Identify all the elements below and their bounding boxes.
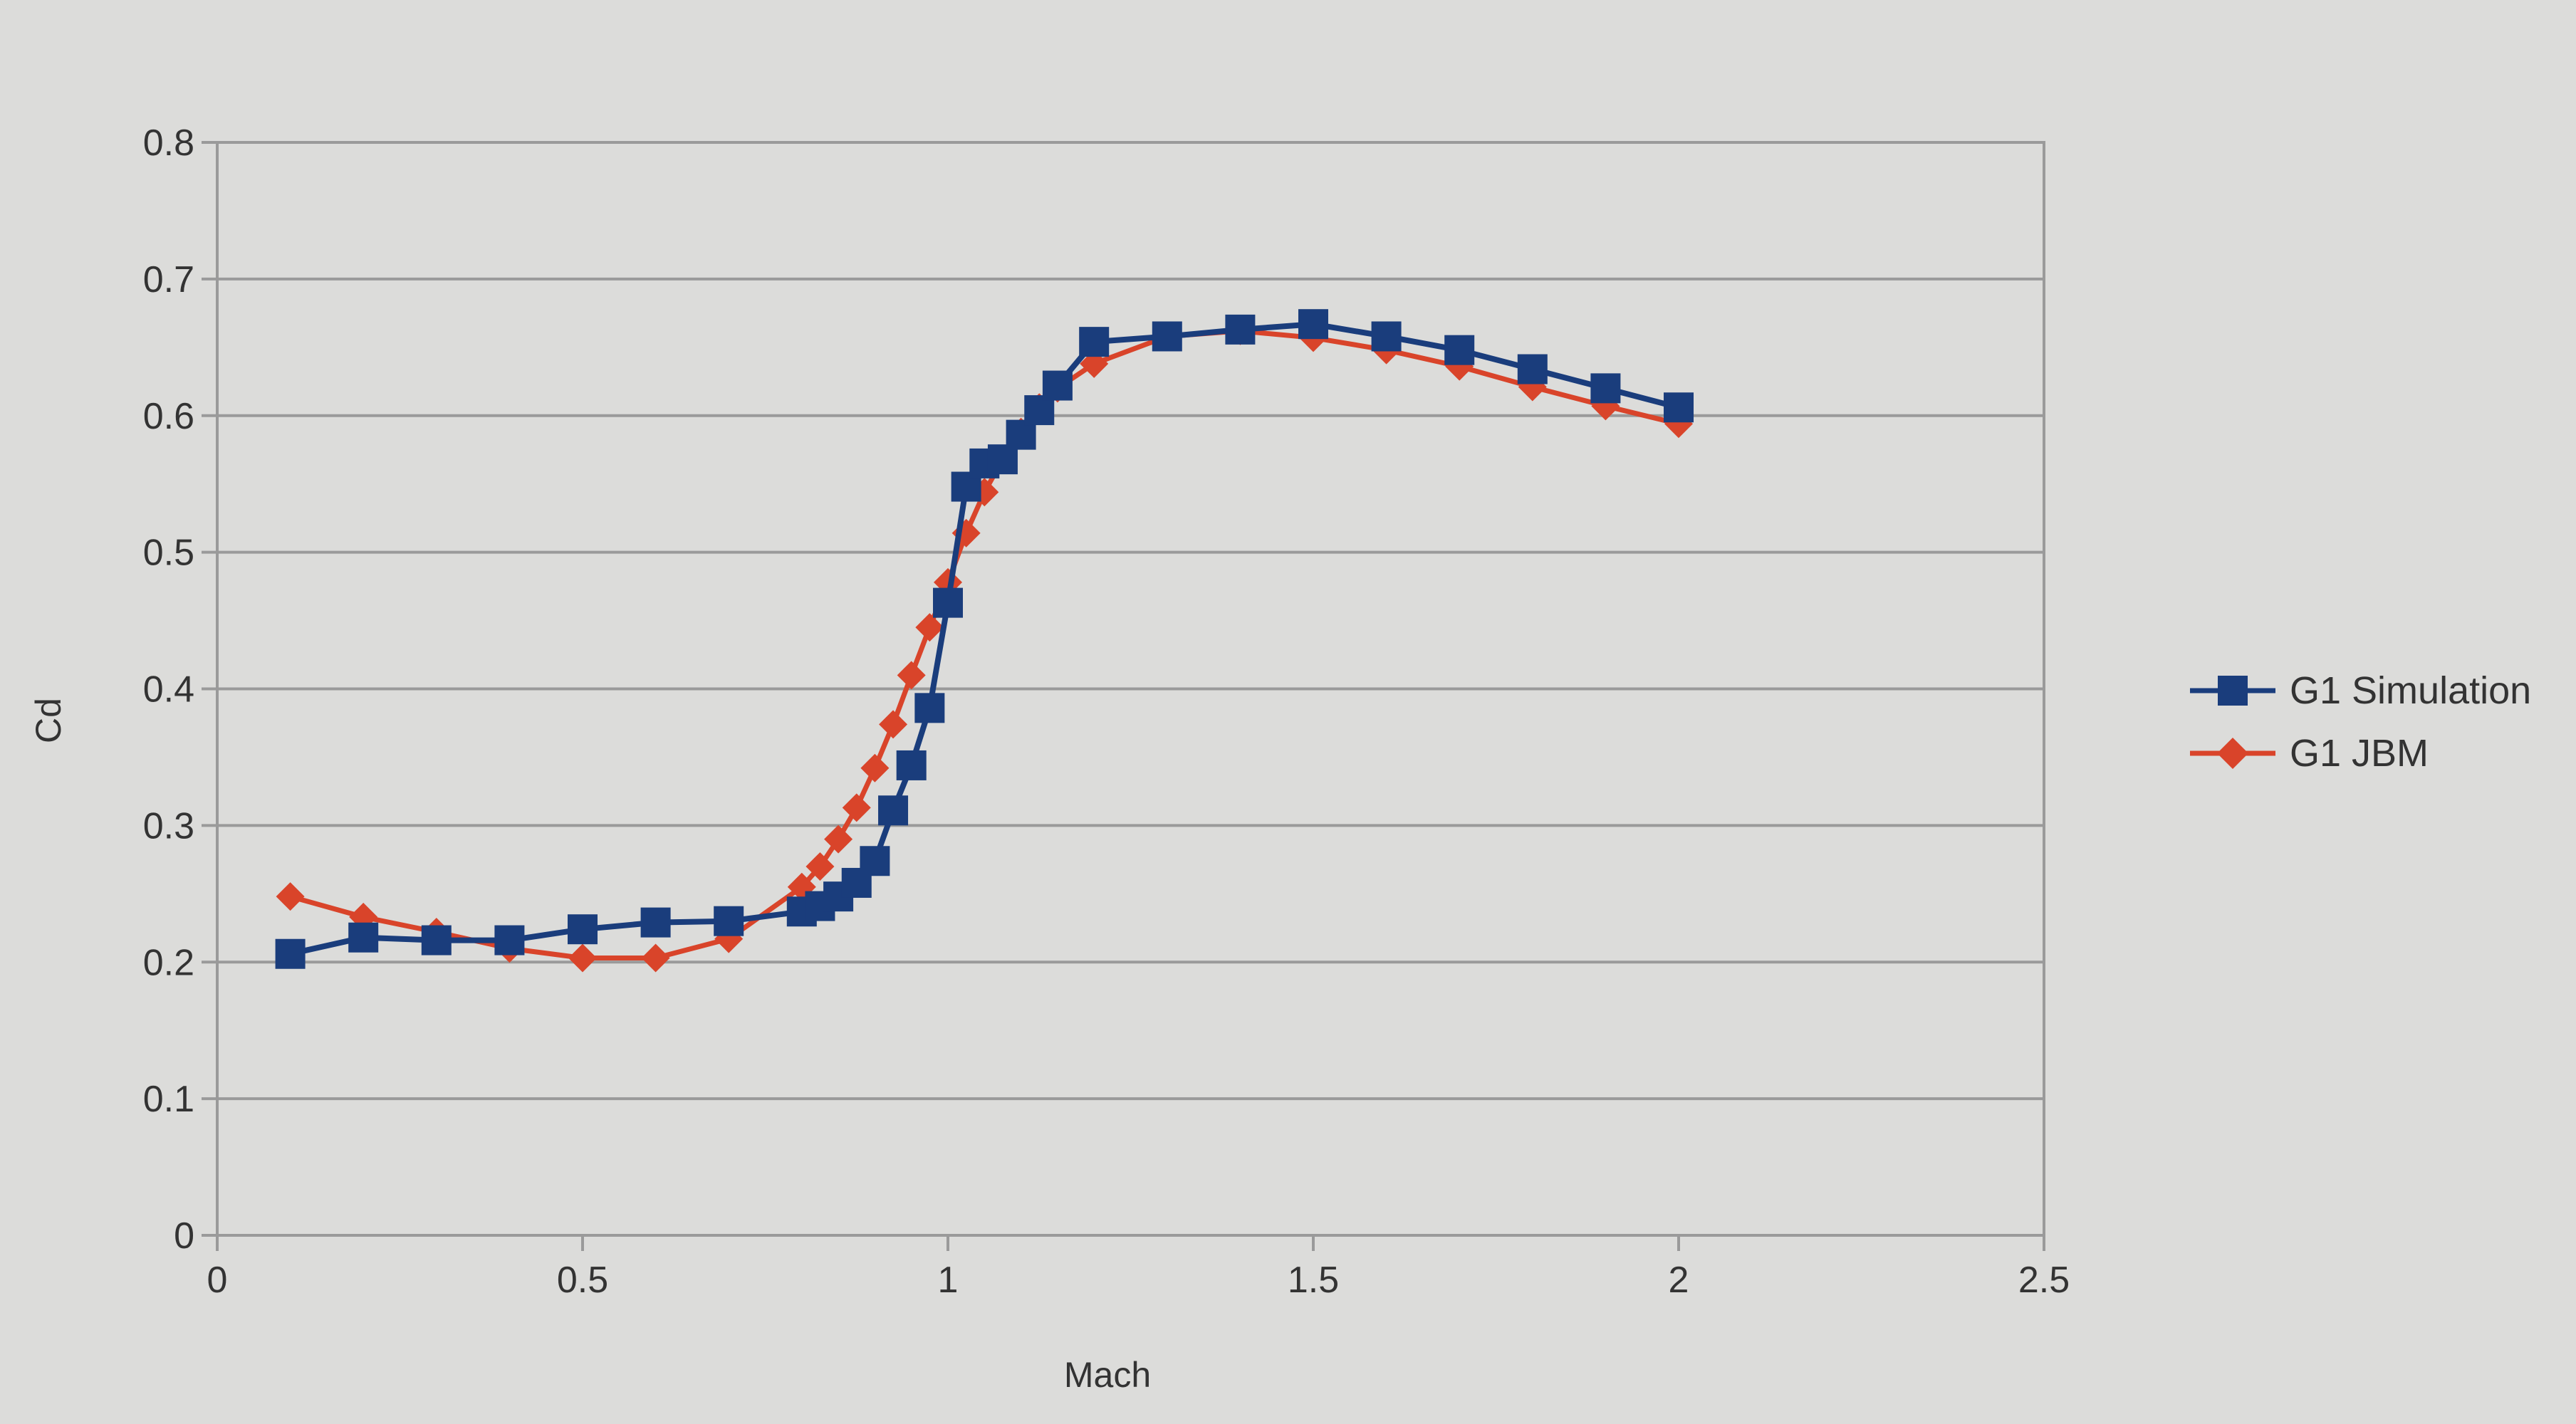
data-point-jbm xyxy=(879,710,908,739)
data-point-simulation xyxy=(1152,321,1182,352)
y-tick-label: 0.2 xyxy=(143,942,194,983)
legend-label-simulation: G1 Simulation xyxy=(2290,669,2531,712)
x-tick-labels: 0 0.5 1 1.5 2 2.5 xyxy=(207,1260,2070,1301)
data-point-jbm xyxy=(824,824,853,854)
y-tick-label: 0.4 xyxy=(143,669,194,711)
data-point-simulation xyxy=(1517,354,1548,384)
data-point-simulation xyxy=(640,907,671,938)
data-point-simulation xyxy=(1042,370,1073,401)
y-tick-label: 0.8 xyxy=(143,122,194,164)
legend-marker-jbm xyxy=(2217,738,2248,769)
data-point-simulation xyxy=(714,906,744,936)
data-point-simulation xyxy=(896,750,927,780)
data-point-simulation xyxy=(1079,327,1110,357)
data-point-jbm xyxy=(842,793,871,822)
data-point-simulation xyxy=(1664,392,1694,423)
data-point-jbm xyxy=(805,852,835,881)
data-point-simulation xyxy=(1225,314,1256,345)
data-point-simulation xyxy=(494,925,525,956)
data-point-jbm xyxy=(860,753,890,782)
x-tick-label: 2.5 xyxy=(2018,1260,2070,1301)
x-tick-label: 0 xyxy=(207,1260,228,1301)
y-axis-title: Cd xyxy=(28,698,68,743)
data-point-jbm xyxy=(897,661,926,690)
legend-item-simulation: G1 Simulation xyxy=(2190,669,2531,712)
data-point-jbm xyxy=(568,943,597,973)
series-simulation xyxy=(275,309,1694,969)
x-axis-title: Mach xyxy=(1064,1355,1151,1395)
x-tick-label: 2 xyxy=(1669,1260,1689,1301)
axes xyxy=(202,141,2045,1251)
data-point-jbm xyxy=(641,943,670,973)
x-tick-label: 0.5 xyxy=(557,1260,608,1301)
y-tick-label: 0.7 xyxy=(143,259,194,300)
data-point-simulation xyxy=(914,693,945,723)
legend-marker-simulation xyxy=(2218,676,2248,706)
series-layer xyxy=(275,309,1694,973)
data-point-simulation xyxy=(1590,373,1621,404)
data-point-simulation xyxy=(275,938,306,969)
data-point-simulation xyxy=(568,914,598,945)
legend-label-jbm: G1 JBM xyxy=(2290,732,2429,775)
data-point-simulation xyxy=(860,846,890,876)
x-tick-label: 1.5 xyxy=(1288,1260,1339,1301)
y-tick-label: 0.3 xyxy=(143,805,194,847)
data-point-simulation xyxy=(421,925,452,956)
data-point-jbm xyxy=(915,613,944,642)
data-point-simulation xyxy=(348,922,379,953)
x-tick-label: 1 xyxy=(938,1260,959,1301)
data-point-simulation xyxy=(933,587,963,618)
data-point-simulation xyxy=(878,795,909,826)
data-point-simulation xyxy=(1371,321,1402,352)
data-point-jbm xyxy=(276,882,305,911)
y-tick-label: 0.5 xyxy=(143,533,194,574)
y-tick-label: 0.6 xyxy=(143,396,194,437)
y-tick-label: 0 xyxy=(174,1215,194,1257)
y-tick-label: 0.1 xyxy=(143,1079,194,1120)
grid-lines xyxy=(217,277,2044,1101)
legend: G1 Simulation G1 JBM xyxy=(2190,669,2531,775)
data-point-simulation xyxy=(1298,309,1328,340)
legend-item-jbm: G1 JBM xyxy=(2190,732,2429,775)
data-point-simulation xyxy=(1444,335,1475,365)
y-tick-labels: 0 0.1 0.2 0.3 0.4 0.5 0.6 0.7 0.8 xyxy=(143,122,194,1257)
